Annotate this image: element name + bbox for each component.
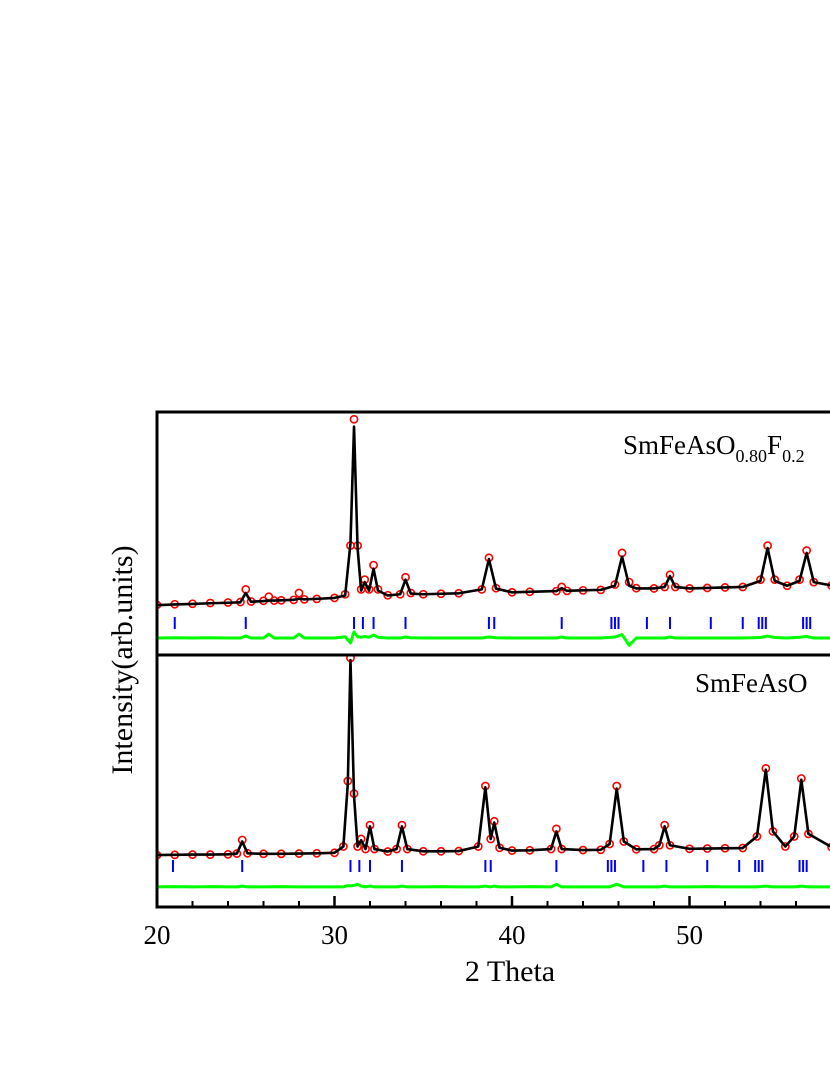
calculated-line xyxy=(157,658,830,857)
plot-area xyxy=(157,414,830,889)
label-text: SmFeAsO xyxy=(695,668,808,698)
observed-point xyxy=(349,414,359,424)
panel-label: SmFeAsO xyxy=(695,668,808,698)
observed-point xyxy=(294,588,304,598)
difference-line xyxy=(157,882,830,889)
difference-line xyxy=(157,630,830,647)
observed-point xyxy=(827,842,830,852)
observed-point xyxy=(780,842,790,851)
label-subscript: 0.80 xyxy=(736,446,768,466)
x-tick-label: 30 xyxy=(321,920,348,950)
panel-label: SmFeAsO0.80F0.2 xyxy=(623,430,805,466)
observed-point xyxy=(782,581,792,591)
label-text: F xyxy=(767,430,782,460)
x-tick-label: 40 xyxy=(499,920,526,950)
x-tick-label: 50 xyxy=(676,920,703,950)
frame xyxy=(155,410,830,909)
y-axis-title: Intensity(arb.units) xyxy=(106,545,139,774)
label-subscript: 0.2 xyxy=(782,446,805,466)
x-tick-label: 20 xyxy=(144,920,171,950)
x-axis-title: 2 Theta xyxy=(465,955,555,988)
label-text: SmFeAsO xyxy=(623,430,736,460)
calculated-line xyxy=(157,425,830,607)
